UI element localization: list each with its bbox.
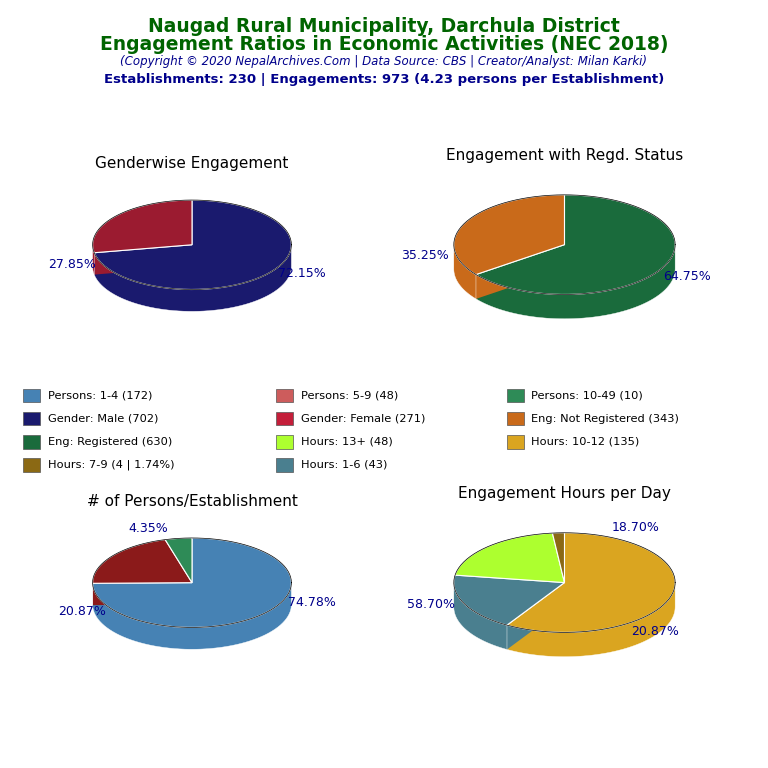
Polygon shape (93, 583, 192, 605)
Polygon shape (564, 583, 675, 607)
Polygon shape (192, 245, 291, 266)
Text: Hours: 1-6 (43): Hours: 1-6 (43) (301, 459, 387, 470)
Polygon shape (454, 575, 564, 625)
Text: 18.70%: 18.70% (611, 521, 659, 534)
Text: Hours: 13+ (48): Hours: 13+ (48) (301, 436, 392, 447)
Text: Persons: 10-49 (10): Persons: 10-49 (10) (531, 390, 644, 401)
Polygon shape (455, 533, 564, 583)
Text: Establishments: 230 | Engagements: 973 (4.23 persons per Establishment): Establishments: 230 | Engagements: 973 (… (104, 73, 664, 86)
Polygon shape (507, 583, 564, 650)
Text: Gender: Male (702): Gender: Male (702) (48, 413, 158, 424)
Text: Naugad Rural Municipality, Darchula District: Naugad Rural Municipality, Darchula Dist… (148, 17, 620, 36)
Title: Engagement with Regd. Status: Engagement with Regd. Status (446, 148, 683, 164)
Text: 20.87%: 20.87% (631, 625, 680, 638)
Polygon shape (94, 200, 291, 290)
Polygon shape (93, 540, 192, 584)
Title: Genderwise Engagement: Genderwise Engagement (95, 156, 289, 171)
Text: Eng: Registered (630): Eng: Registered (630) (48, 436, 172, 447)
Polygon shape (454, 245, 564, 269)
Polygon shape (454, 583, 564, 607)
Text: 72.15%: 72.15% (278, 267, 326, 280)
Title: Engagement Hours per Day: Engagement Hours per Day (458, 486, 671, 502)
Polygon shape (93, 200, 192, 253)
Polygon shape (507, 533, 675, 632)
Title: # of Persons/Establishment: # of Persons/Establishment (87, 494, 297, 509)
Text: 74.78%: 74.78% (287, 596, 336, 609)
Polygon shape (94, 245, 291, 311)
Polygon shape (454, 195, 564, 274)
Text: 27.85%: 27.85% (48, 258, 97, 271)
Text: Gender: Female (271): Gender: Female (271) (301, 413, 425, 424)
Text: 58.70%: 58.70% (407, 598, 455, 611)
Text: 64.75%: 64.75% (664, 270, 711, 283)
Polygon shape (476, 195, 675, 294)
Polygon shape (93, 583, 291, 649)
Polygon shape (454, 245, 476, 299)
Polygon shape (564, 245, 675, 269)
Text: 35.25%: 35.25% (401, 250, 449, 262)
Polygon shape (476, 245, 675, 319)
Polygon shape (94, 245, 192, 275)
Polygon shape (476, 245, 564, 299)
Text: Persons: 1-4 (172): Persons: 1-4 (172) (48, 390, 152, 401)
Text: Engagement Ratios in Economic Activities (NEC 2018): Engagement Ratios in Economic Activities… (100, 35, 668, 54)
Text: Hours: 7-9 (4 | 1.74%): Hours: 7-9 (4 | 1.74%) (48, 459, 174, 470)
Text: (Copyright © 2020 NepalArchives.Com | Data Source: CBS | Creator/Analyst: Milan : (Copyright © 2020 NepalArchives.Com | Da… (121, 55, 647, 68)
Polygon shape (94, 245, 192, 275)
Polygon shape (93, 245, 192, 266)
Polygon shape (552, 533, 564, 583)
Text: Persons: 5-9 (48): Persons: 5-9 (48) (301, 390, 399, 401)
Text: Eng: Not Registered (343): Eng: Not Registered (343) (531, 413, 680, 424)
Polygon shape (507, 583, 564, 650)
Text: Hours: 10-12 (135): Hours: 10-12 (135) (531, 436, 640, 447)
Polygon shape (93, 538, 291, 627)
Text: 4.35%: 4.35% (128, 522, 168, 535)
Polygon shape (93, 583, 192, 604)
Text: 20.87%: 20.87% (58, 605, 106, 617)
Polygon shape (93, 245, 94, 275)
Polygon shape (507, 583, 675, 657)
Polygon shape (93, 583, 192, 605)
Polygon shape (165, 538, 192, 583)
Polygon shape (454, 583, 507, 650)
Polygon shape (192, 583, 291, 604)
Polygon shape (476, 245, 564, 299)
